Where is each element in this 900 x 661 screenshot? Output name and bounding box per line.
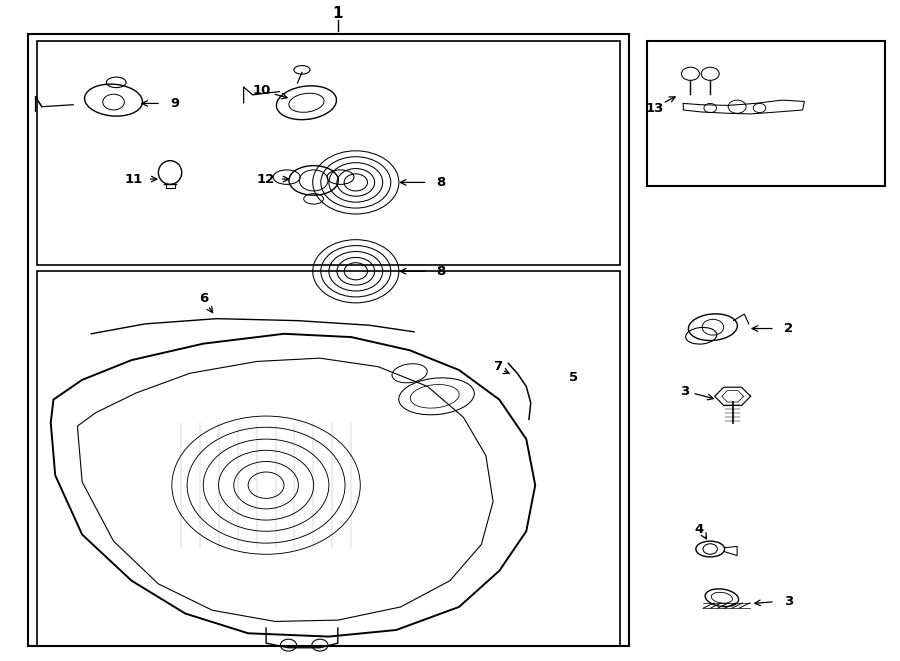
- Bar: [647, 41, 886, 186]
- Text: 12: 12: [256, 173, 275, 186]
- Text: 13: 13: [645, 102, 664, 114]
- Text: 3: 3: [680, 385, 689, 397]
- Text: 11: 11: [125, 173, 143, 186]
- Text: 1: 1: [333, 6, 343, 20]
- Text: 10: 10: [252, 85, 271, 97]
- Bar: [37, 41, 620, 264]
- Text: 6: 6: [200, 292, 209, 305]
- Text: 8: 8: [436, 265, 446, 278]
- Text: 3: 3: [784, 595, 793, 608]
- Bar: [37, 271, 620, 646]
- Bar: [28, 34, 629, 646]
- Text: 4: 4: [695, 523, 704, 536]
- Text: 2: 2: [784, 322, 793, 335]
- Text: 7: 7: [493, 360, 502, 373]
- Text: 9: 9: [170, 97, 179, 110]
- Text: 8: 8: [436, 176, 446, 189]
- Text: 5: 5: [570, 371, 579, 385]
